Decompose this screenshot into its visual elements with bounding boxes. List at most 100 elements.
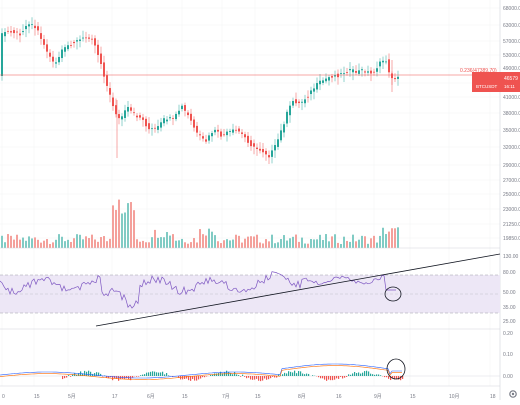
- macd-hist-bar: [210, 375, 211, 376]
- volume-bar: [25, 241, 27, 248]
- volume-bar: [88, 238, 90, 248]
- candle-body: [124, 110, 126, 118]
- price-badge[interactable]: 46579 BTCUSDT 16:11: [472, 72, 520, 92]
- candle-body: [364, 71, 366, 72]
- macd-hist-bar: [342, 376, 343, 378]
- macd-hist-bar: [290, 372, 291, 376]
- macd-hist-bar: [162, 372, 163, 376]
- candle-body: [163, 118, 165, 123]
- volume-bar: [97, 242, 99, 248]
- volume-bar: [214, 235, 216, 248]
- candle-body: [205, 139, 207, 141]
- candle-body: [172, 118, 174, 119]
- volume-bar: [358, 240, 360, 248]
- volume-bar: [265, 239, 267, 248]
- candle-body: [235, 130, 237, 131]
- fib-retracement[interactable]: 0.236(47389.70): [0, 68, 500, 75]
- candle-body: [7, 31, 9, 32]
- price-axis[interactable]: 68000.0063000.0057000.0053000.0049000.00…: [503, 6, 520, 242]
- volume-bar: [208, 229, 210, 248]
- candle-body: [16, 32, 18, 33]
- candle-body: [130, 107, 132, 110]
- volume-bar: [154, 230, 156, 248]
- volume-bar: [337, 243, 339, 248]
- price-tick-label: 57000.00: [503, 39, 520, 45]
- volume-bar: [70, 242, 72, 248]
- volume-bar: [91, 235, 93, 248]
- macd-hist-bar: [244, 376, 245, 377]
- volume-bar: [76, 234, 78, 248]
- volume-bar: [193, 238, 195, 248]
- price-tick-label: 21250.00: [503, 222, 520, 228]
- macd-hist-bar: [338, 376, 339, 379]
- macd-pane[interactable]: [0, 359, 500, 381]
- macd-hist-bar: [264, 376, 265, 379]
- volume-bar: [244, 239, 246, 248]
- volume-bar: [175, 241, 177, 248]
- candle-body: [301, 102, 303, 103]
- volume-bar: [388, 232, 390, 248]
- candle-body: [319, 81, 321, 84]
- macd-hist-bar: [326, 376, 327, 381]
- candle-body: [361, 69, 363, 70]
- candle-body: [127, 107, 129, 112]
- macd-hist-bar: [198, 376, 199, 379]
- volume-bar: [382, 228, 384, 248]
- volume-bar: [184, 242, 186, 248]
- volume-bar: [94, 239, 96, 248]
- macd-hist-bar: [266, 376, 267, 380]
- candle-body: [208, 135, 210, 140]
- macd-hist-bar: [86, 372, 87, 376]
- candle-body: [226, 132, 228, 136]
- price-tick-label: 19850.00: [503, 236, 520, 242]
- volume-bar: [85, 236, 87, 248]
- candle-body: [244, 134, 246, 137]
- gear-icon[interactable]: [510, 391, 516, 397]
- rsi-tick-label: 50.00: [503, 290, 516, 296]
- candle-body: [76, 40, 78, 41]
- macd-hist-bar: [164, 374, 165, 376]
- macd-hist-bar: [270, 376, 271, 378]
- volume-bar: [82, 239, 84, 248]
- candle-body: [346, 72, 348, 73]
- volume-bar: [190, 242, 192, 248]
- macd-hist-bar: [370, 374, 371, 376]
- volume-bar: [304, 244, 306, 248]
- macd-hist-bar: [200, 376, 201, 379]
- candle-body: [394, 78, 396, 79]
- candle-body: [283, 124, 285, 132]
- macd-hist-bar: [360, 374, 361, 376]
- volume-bar: [31, 238, 33, 248]
- candle-body: [91, 39, 93, 40]
- candle-body: [103, 62, 105, 76]
- candle-body: [70, 45, 72, 46]
- candle-body: [217, 130, 219, 132]
- macd-hist-bar: [322, 376, 323, 378]
- macd-hist-bar: [88, 371, 89, 376]
- candle-body: [298, 102, 300, 103]
- macd-axis[interactable]: 0.200.100.00: [503, 331, 513, 380]
- macd-hist-bar: [84, 371, 85, 376]
- macd-hist-bar: [358, 372, 359, 376]
- candle-body: [322, 80, 324, 83]
- volume-bar: [172, 234, 174, 248]
- rsi-pane[interactable]: [0, 254, 500, 326]
- candle-body: [136, 116, 138, 118]
- candle-body: [304, 99, 306, 103]
- candle-body: [265, 151, 267, 154]
- time-tick-label: 18: [490, 394, 496, 400]
- candle-body: [193, 120, 195, 128]
- macd-hist-bar: [346, 376, 347, 377]
- candle-body: [286, 112, 288, 124]
- price-tick-label: 68000.00: [503, 6, 520, 12]
- macd-hist-bar: [182, 376, 183, 379]
- candle-body: [4, 32, 6, 36]
- volume-bar: [298, 242, 300, 248]
- macd-hist-bar: [168, 375, 169, 376]
- macd-hist-bar: [318, 376, 319, 377]
- volume-bar: [55, 240, 57, 248]
